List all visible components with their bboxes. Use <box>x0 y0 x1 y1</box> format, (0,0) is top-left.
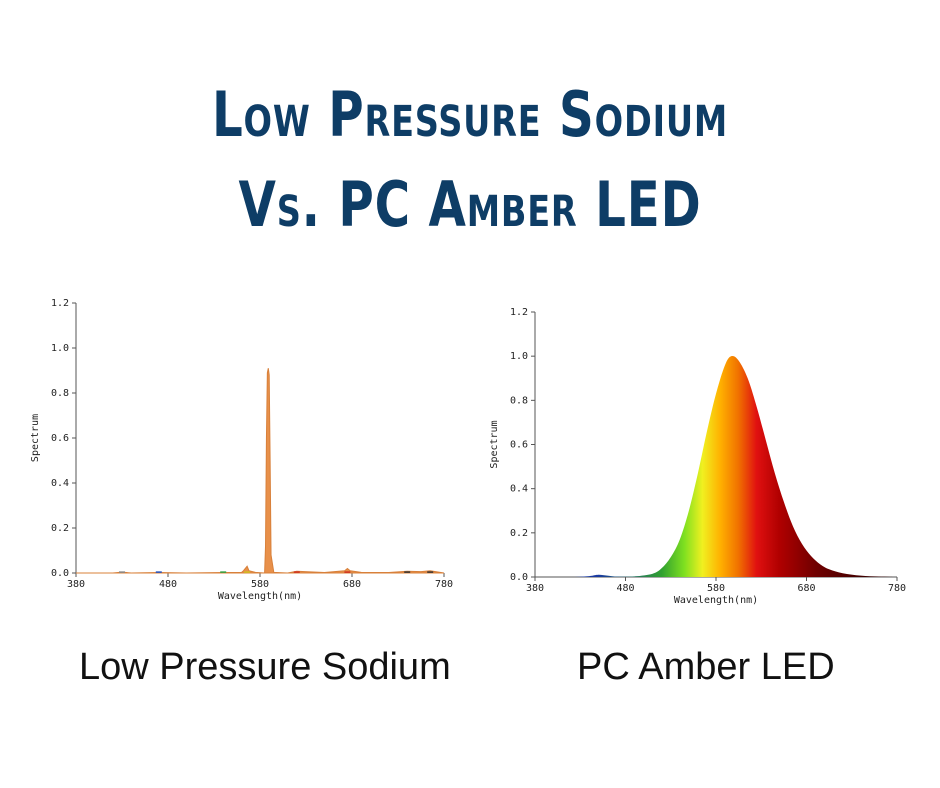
page-title-line-1: Low Pressure Sodium <box>211 78 729 151</box>
x-axis-label: Wavelength(nm) <box>674 595 758 606</box>
y-tick-label: 1.0 <box>51 343 69 354</box>
x-tick-label: 580 <box>707 583 725 594</box>
x-tick-label: 780 <box>435 579 453 590</box>
y-tick-label: 0.4 <box>510 484 528 495</box>
y-axis-label: Spectrum <box>489 420 500 468</box>
x-tick-label: 380 <box>67 579 85 590</box>
y-tick-label: 0.0 <box>510 572 528 583</box>
x-tick-label: 780 <box>888 583 906 594</box>
page-title-line-2: Vs. PC Amber LED <box>238 168 702 241</box>
y-tick-label: 0.8 <box>51 388 69 399</box>
y-tick-label: 0.8 <box>510 395 528 406</box>
y-tick-label: 1.2 <box>510 307 528 318</box>
y-tick-label: 0.6 <box>510 440 528 451</box>
lps-spectrum-chart: 0.0 0.2 0.4 0.6 0.8 1.0 1.2 380 480 580 680 780 Wave… <box>30 298 453 602</box>
x-tick-label: 480 <box>159 579 177 590</box>
pc-amber-spectrum-chart: 0.0 0.2 0.4 0.6 0.8 1.0 1.2 380 480 580 680 780 Wave… <box>489 307 906 606</box>
y-tick-label: 0.2 <box>51 523 69 534</box>
y-tick-label: 1.0 <box>510 351 528 362</box>
y-tick-label: 0.6 <box>51 433 69 444</box>
x-tick-label: 480 <box>616 583 634 594</box>
spectrum-area <box>535 355 897 577</box>
x-axis-label: Wavelength(nm) <box>218 591 302 602</box>
caption-low-pressure-sodium: Low Pressure Sodium <box>79 646 451 688</box>
y-axis-label: Spectrum <box>30 414 41 462</box>
x-tick-label: 380 <box>526 583 544 594</box>
x-tick-label: 680 <box>797 583 815 594</box>
y-tick-label: 1.2 <box>51 298 69 309</box>
spectrum-area <box>76 368 445 574</box>
x-tick-label: 580 <box>251 579 269 590</box>
x-tick-label: 680 <box>343 579 361 590</box>
y-tick-label: 0.2 <box>510 528 528 539</box>
y-tick-label: 0.4 <box>51 478 69 489</box>
y-tick-label: 0.0 <box>51 568 69 579</box>
caption-pc-amber-led: PC Amber LED <box>577 646 835 688</box>
